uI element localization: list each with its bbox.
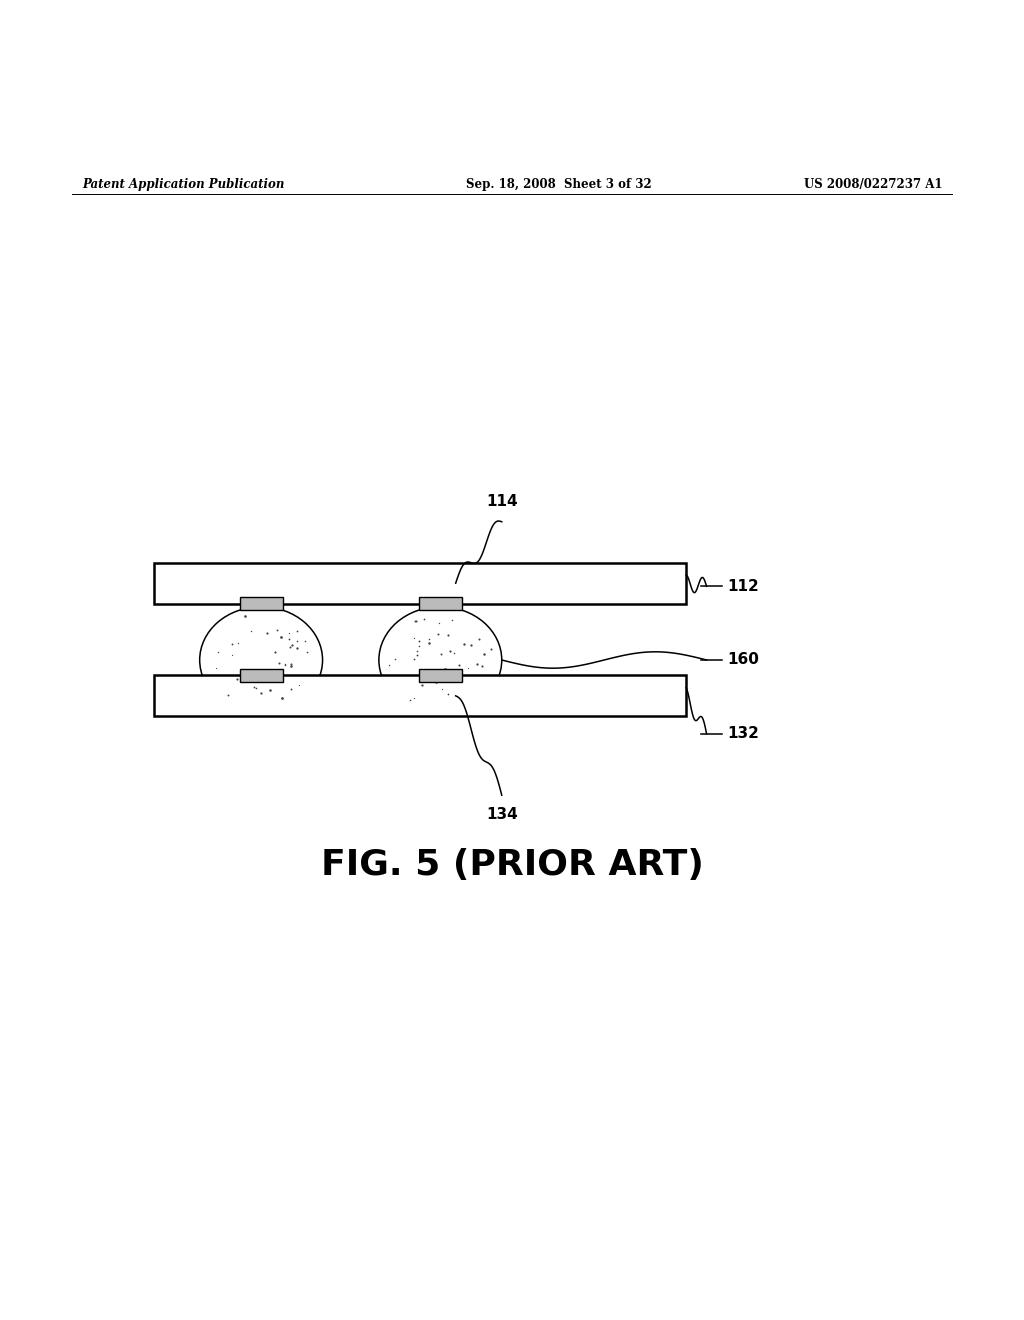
Bar	[154, 562, 686, 603]
Text: FIG. 5 (PRIOR ART): FIG. 5 (PRIOR ART)	[321, 847, 703, 882]
Text: US 2008/0227237 A1: US 2008/0227237 A1	[804, 178, 942, 191]
Bar	[240, 597, 283, 610]
Text: 112: 112	[727, 578, 759, 594]
Text: 132: 132	[727, 726, 759, 742]
Text: 160: 160	[727, 652, 759, 668]
Text: Sep. 18, 2008  Sheet 3 of 32: Sep. 18, 2008 Sheet 3 of 32	[466, 178, 651, 191]
Ellipse shape	[379, 607, 502, 713]
Bar	[240, 669, 283, 682]
Ellipse shape	[200, 607, 323, 713]
Text: 134: 134	[485, 808, 518, 822]
Bar	[419, 597, 462, 610]
Text: 114: 114	[486, 495, 517, 510]
Bar	[154, 676, 686, 717]
Text: Patent Application Publication: Patent Application Publication	[82, 178, 285, 191]
Bar	[419, 669, 462, 682]
